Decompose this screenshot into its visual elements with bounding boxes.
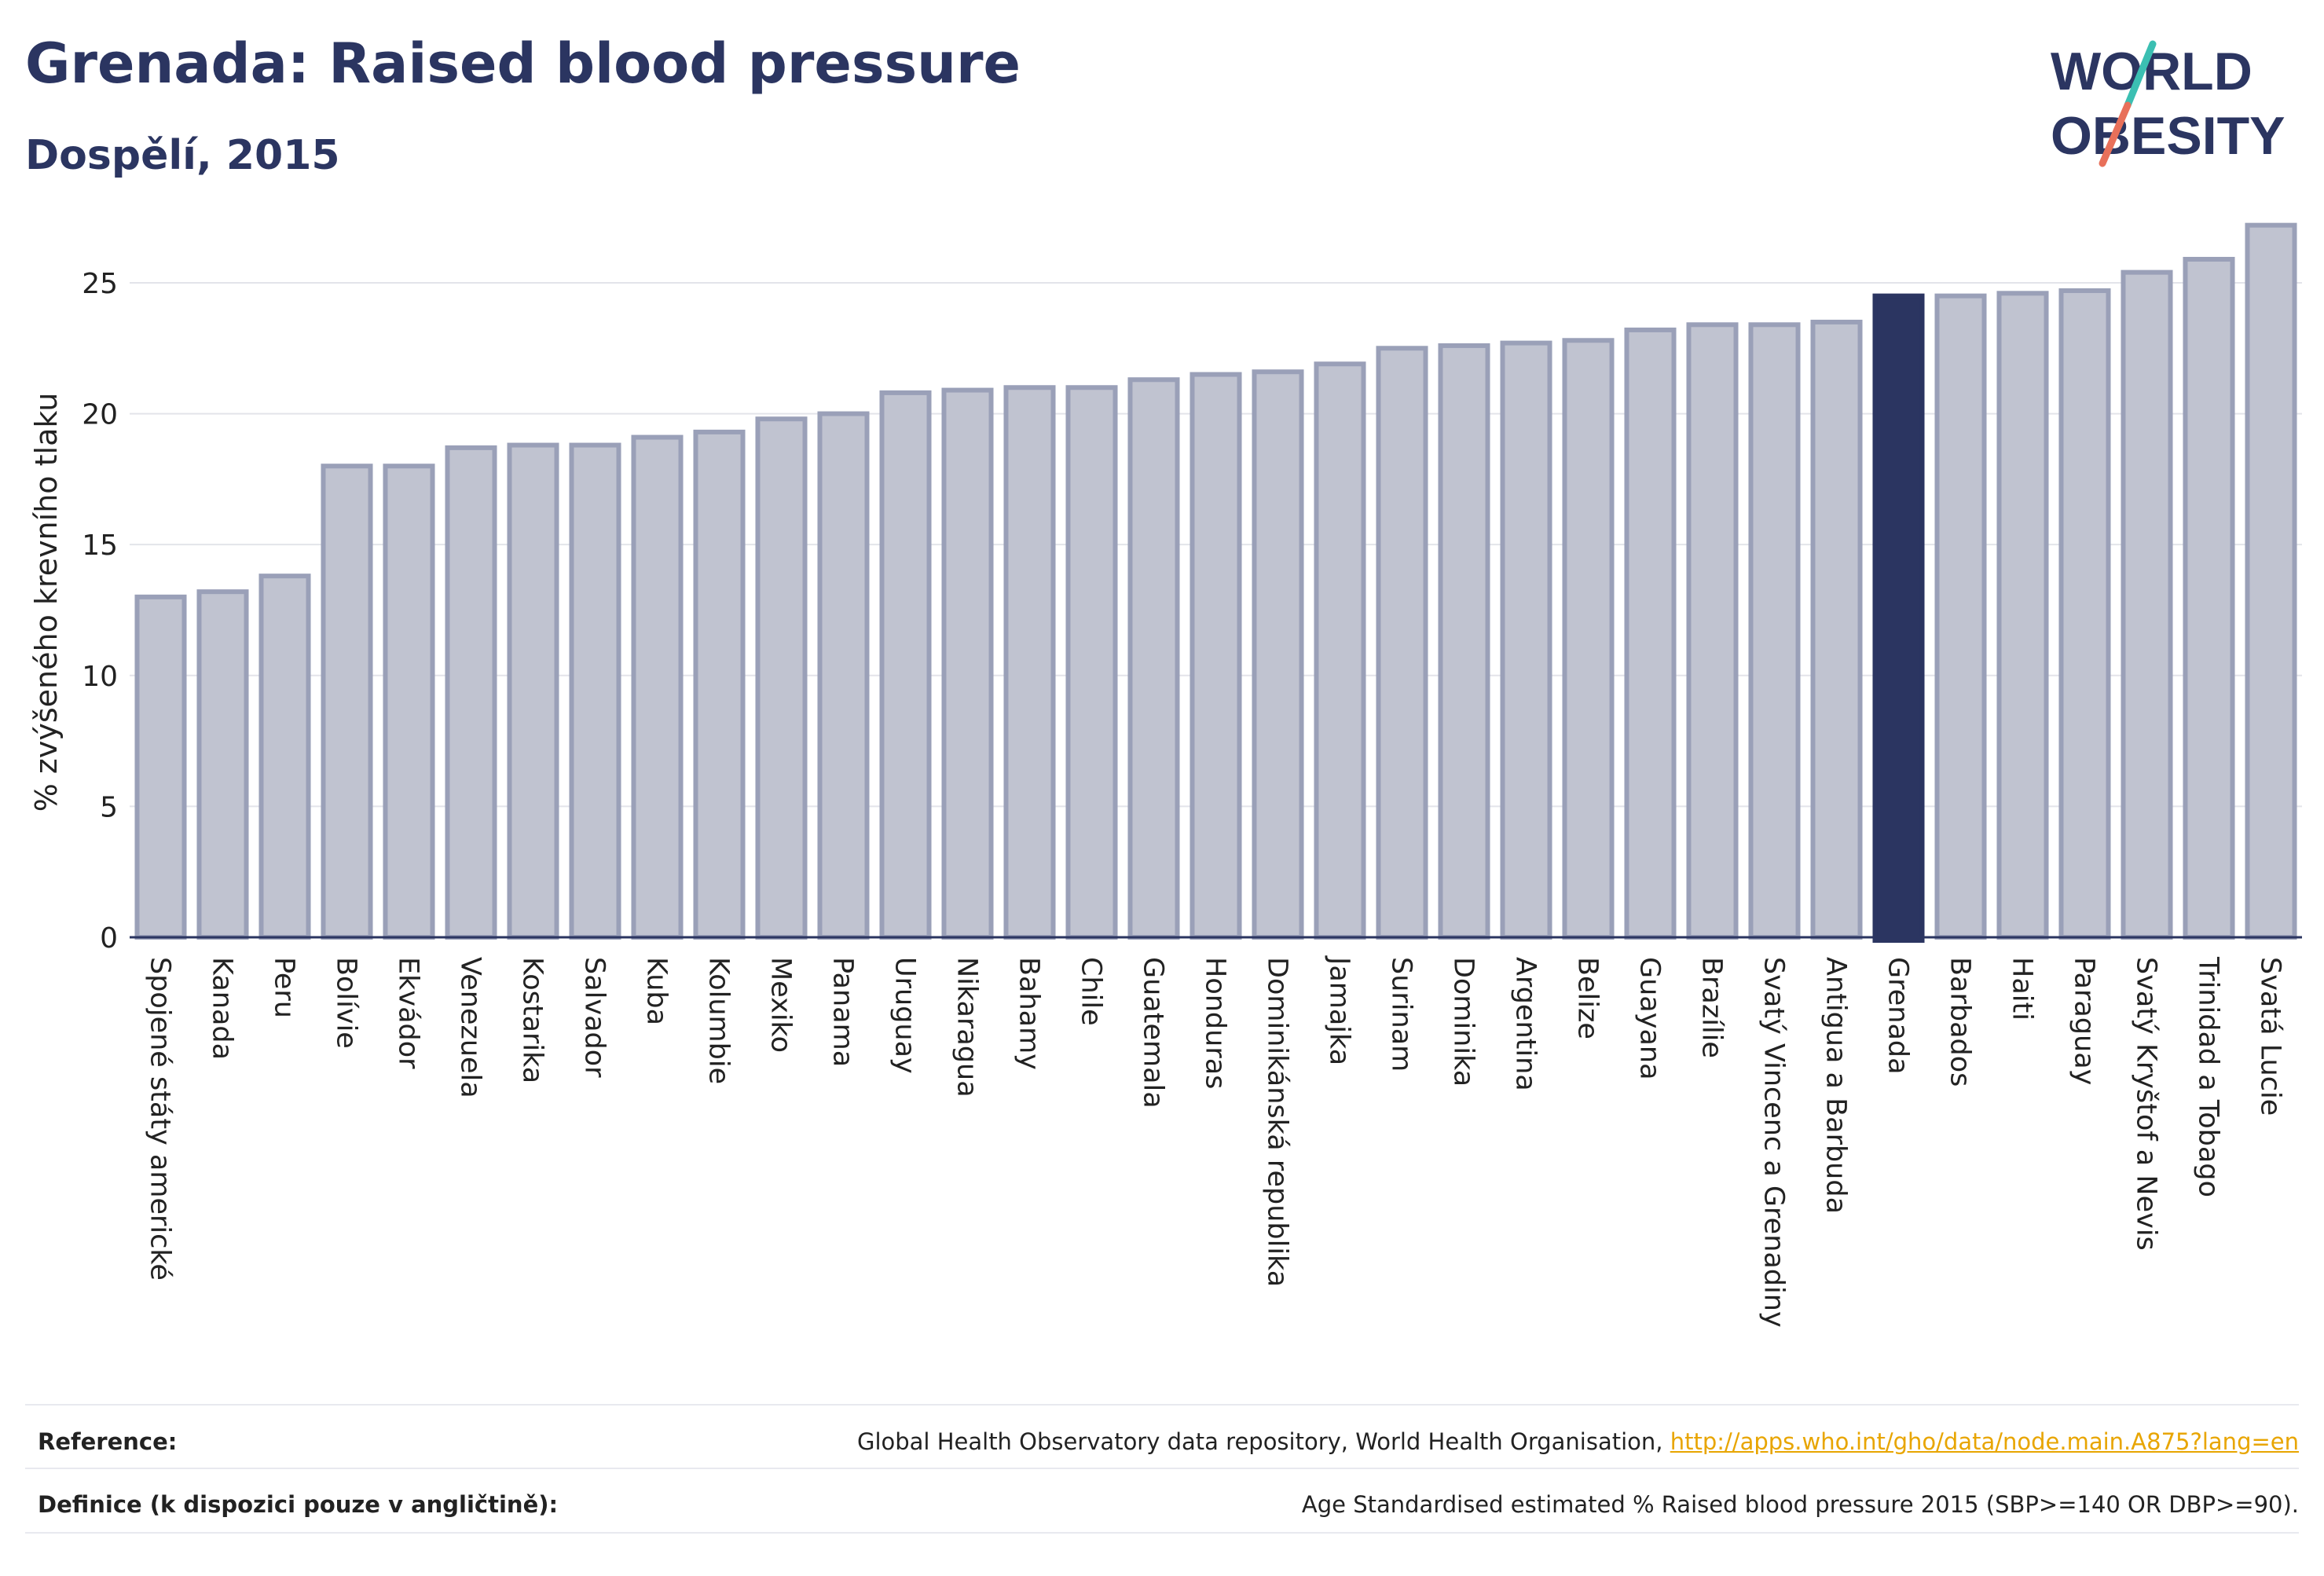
bar-brazílie[interactable] xyxy=(1686,322,1739,940)
reference-source: Global Health Observatory data repositor… xyxy=(856,1428,1670,1455)
logo-line2: OBESITY xyxy=(2051,106,2286,166)
bar-kolumbie[interactable] xyxy=(693,429,746,940)
bar-belize[interactable] xyxy=(1562,338,1615,940)
reference-link[interactable]: http://apps.who.int/gho/data/node.main.A… xyxy=(1670,1428,2299,1455)
x-tick-label: Brazílie xyxy=(1696,957,1728,1058)
definition-label: Definice (k dispozici pouze v angličtině… xyxy=(38,1491,559,1518)
x-tick-label: Haiti xyxy=(2007,957,2038,1021)
bar-barbados[interactable] xyxy=(1934,293,1987,940)
y-tick-label: 0 xyxy=(100,922,118,955)
bars xyxy=(134,222,2297,943)
bar-haiti[interactable] xyxy=(1996,291,2049,940)
x-tick-label: Svatá Lucie xyxy=(2255,957,2286,1116)
bar-bahamy[interactable] xyxy=(1003,385,1056,940)
world-obesity-logo: WORLD OBESITY xyxy=(2051,40,2286,167)
x-tick-label: Svatý Vincenc a Grenadiny xyxy=(1758,957,1790,1328)
bar-honduras[interactable] xyxy=(1189,372,1242,940)
logo-slash-teal xyxy=(2124,40,2157,109)
bar-grenada[interactable] xyxy=(1872,293,1925,943)
bar-argentina[interactable] xyxy=(1500,340,1552,940)
axes: 0 5 10 15 20 25 % zvýšeného krevního tlaku xyxy=(29,268,2302,955)
x-tick-label: Jamajka xyxy=(1324,955,1355,1065)
bar-dominika[interactable] xyxy=(1438,343,1490,940)
x-tick-label: Chile xyxy=(1076,957,1107,1026)
reference-label: Reference: xyxy=(38,1428,178,1455)
chart-subtitle: Dospělí, 2015 xyxy=(25,132,340,179)
bar-kuba[interactable] xyxy=(631,434,684,940)
x-tick-label: Dominikánská republika xyxy=(1262,957,1293,1287)
bar-svatý-kryštof-a-nevis[interactable] xyxy=(2121,269,2173,940)
chart-title: Grenada: Raised blood pressure xyxy=(25,31,1021,96)
x-tick-label: Dominika xyxy=(1448,957,1479,1087)
bar-paraguay[interactable] xyxy=(2058,288,2111,940)
x-tick-label: Svatý Kryštof a Nevis xyxy=(2131,957,2162,1251)
x-tick-label: Belize xyxy=(1572,957,1604,1039)
x-tick-label: Uruguay xyxy=(889,957,921,1074)
x-tick-label: Kolumbie xyxy=(703,957,735,1084)
definition-text: Age Standardised estimated % Raised bloo… xyxy=(1301,1491,2299,1518)
y-tick-label: 25 xyxy=(82,268,118,300)
x-tick-label: Grenada xyxy=(1882,957,1914,1075)
bar-uruguay[interactable] xyxy=(879,390,932,940)
footer-divider-bottom xyxy=(25,1532,2299,1534)
x-tick-label: Venezuela xyxy=(455,957,486,1098)
bar-venezuela[interactable] xyxy=(445,445,497,940)
bar-svatá-lucie[interactable] xyxy=(2245,222,2297,940)
x-tick-label: Kanada xyxy=(207,957,238,1060)
bar-jamajka[interactable] xyxy=(1314,361,1366,940)
bar-panama[interactable] xyxy=(817,411,870,940)
x-tick-label: Spojené státy americké xyxy=(145,957,176,1281)
x-tick-label: Bolívie xyxy=(331,957,362,1049)
x-tick-label: Kostarika xyxy=(517,957,548,1083)
bar-guayana[interactable] xyxy=(1624,327,1677,940)
bar-ekvádor[interactable] xyxy=(383,464,435,940)
x-tick-label: Mexiko xyxy=(765,957,797,1053)
bar-dominikánská-republika[interactable] xyxy=(1252,369,1304,940)
logo-slash-red xyxy=(2099,101,2132,167)
x-tick-label: Ekvádor xyxy=(393,957,424,1069)
bar-mexiko[interactable] xyxy=(755,416,808,940)
x-tick-label: Nikaragua xyxy=(951,957,983,1098)
x-tick-label: Surinam xyxy=(1386,957,1417,1072)
x-tick-label: Panama xyxy=(827,957,859,1067)
x-tick-label: Kuba xyxy=(641,957,673,1025)
x-tick-label: Argentina xyxy=(1510,957,1541,1091)
bar-nikaragua[interactable] xyxy=(941,387,994,940)
y-tick-label: 10 xyxy=(82,661,118,693)
y-tick-label: 20 xyxy=(82,399,118,431)
bar-antigua-a-barbuda[interactable] xyxy=(1810,319,1863,940)
y-tick-label: 5 xyxy=(100,791,118,823)
bar-guatemala[interactable] xyxy=(1127,377,1180,940)
x-tick-label: Paraguay xyxy=(2069,957,2100,1085)
footer-divider-top xyxy=(25,1404,2299,1406)
bar-trinidad-a-tobago[interactable] xyxy=(2183,256,2235,940)
bar-chile[interactable] xyxy=(1065,385,1118,940)
x-tick-label: Bahamy xyxy=(1014,957,1045,1070)
x-tick-label: Salvador xyxy=(579,957,610,1078)
x-tick-label: Peru xyxy=(269,957,300,1018)
bar-spojené-státy-americké[interactable] xyxy=(134,594,187,940)
bar-surinam[interactable] xyxy=(1376,346,1428,940)
x-tick-label: Antigua a Barbuda xyxy=(1820,957,1852,1214)
x-tick-label: Honduras xyxy=(1200,957,1231,1089)
reference-text: Global Health Observatory data repositor… xyxy=(857,1428,2299,1455)
x-tick-label: Trinidad a Tobago xyxy=(2193,956,2224,1197)
category-labels: Spojené státy americké Kanada Peru Bolívie E… xyxy=(145,955,2286,1328)
y-axis-title: % zvýšeného krevního tlaku xyxy=(29,393,64,812)
y-tick-label: 15 xyxy=(82,530,118,562)
bar-svatý-vincenc-a-grenadiny[interactable] xyxy=(1748,322,1801,940)
bar-bolívie[interactable] xyxy=(321,464,373,940)
x-tick-label: Guatemala xyxy=(1138,957,1169,1109)
bar-peru[interactable] xyxy=(258,574,311,940)
x-tick-label: Guayana xyxy=(1634,957,1666,1080)
x-tick-label: Barbados xyxy=(1945,957,1976,1087)
bar-salvador[interactable] xyxy=(569,442,621,940)
bar-kanada[interactable] xyxy=(196,589,249,940)
bar-chart: 0 5 10 15 20 25 % zvýšeného krevního tlaku Spo… xyxy=(29,222,2302,1328)
footer-divider-middle xyxy=(25,1468,2299,1469)
bar-kostarika[interactable] xyxy=(507,442,559,940)
